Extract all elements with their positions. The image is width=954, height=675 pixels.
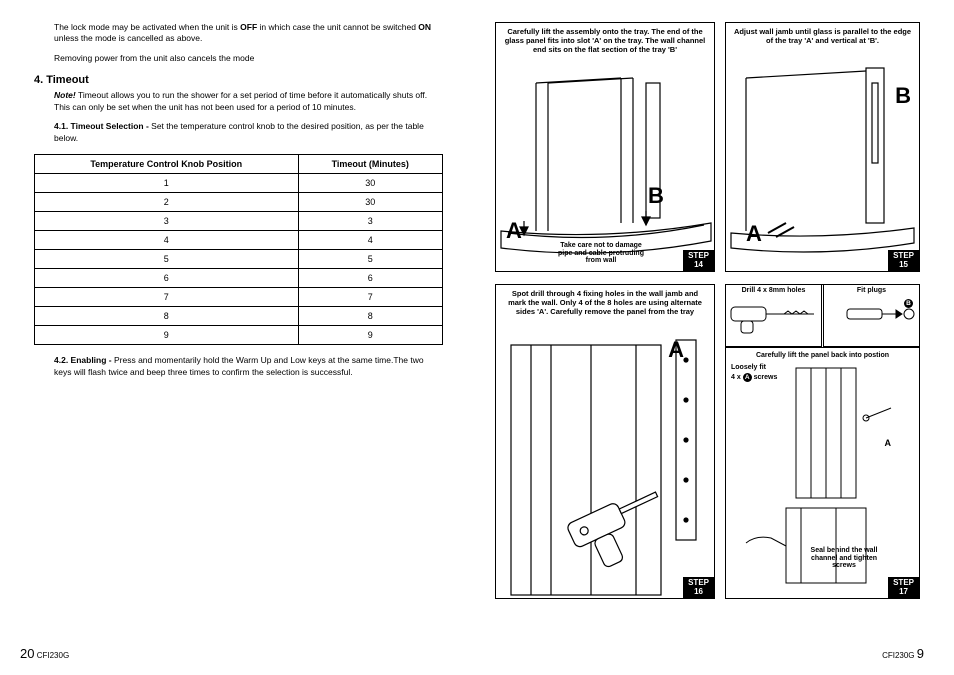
step-14-warn: Take care not to damage pipe and cable p… — [556, 242, 646, 265]
txt: in which case the unit cannot be switche… — [257, 22, 418, 32]
label-b: B — [895, 83, 911, 109]
lower-subpanel: Carefully lift the panel back into posti… — [726, 347, 919, 598]
sel-lead: 4.1. Timeout Selection - — [54, 121, 151, 131]
doc-code: CFI230G — [882, 651, 914, 660]
step-14-art — [496, 23, 715, 272]
th-knob: Temperature Control Knob Position — [35, 155, 299, 174]
table-row: 130 — [35, 174, 443, 193]
doc-code: CFI230G — [37, 651, 69, 660]
badge-num: 16 — [694, 587, 703, 596]
table-row: 99 — [35, 326, 443, 345]
table-row: 55 — [35, 250, 443, 269]
step-16-badge: STEP 16 — [683, 577, 714, 598]
on-word: ON — [418, 22, 431, 32]
drill-subpanel: Drill 4 x 8mm holes — [726, 285, 822, 347]
table-row: 77 — [35, 288, 443, 307]
timeout-heading: 4. Timeout — [34, 74, 443, 86]
step-16-art — [496, 285, 715, 599]
seal-note: Seal behind the wall channel and tighten… — [809, 547, 879, 570]
plugs-subpanel: Fit plugs B — [823, 285, 919, 347]
timeout-selection: 4.1. Timeout Selection - Set the tempera… — [34, 121, 443, 144]
table-cell: 3 — [35, 212, 299, 231]
drill-icon — [729, 295, 819, 335]
timeout-note: Note! Timeout allows you to run the show… — [34, 90, 443, 113]
lock-mode-para: The lock mode may be activated when the … — [34, 22, 443, 45]
table-cell: 3 — [298, 212, 442, 231]
step-17-badge: STEP 17 — [888, 577, 919, 598]
step-17-panel: Drill 4 x 8mm holes Fit plugs — [725, 284, 920, 599]
badge-num: 17 — [899, 587, 908, 596]
note-lead: Note! — [54, 90, 76, 100]
table-row: 33 — [35, 212, 443, 231]
table-row: 88 — [35, 307, 443, 326]
table-cell: 9 — [298, 326, 442, 345]
table-cell: 4 — [35, 231, 299, 250]
step-15-badge: STEP 15 — [888, 250, 919, 271]
page-number: 9 — [917, 646, 924, 661]
page-number: 20 — [20, 646, 34, 661]
label-a: A — [668, 337, 684, 363]
label-a: A — [746, 221, 762, 247]
plugs-label: Fit plugs — [827, 287, 916, 295]
step-14-caption: Carefully lift the assembly onto the tra… — [502, 27, 708, 54]
table-cell: 9 — [35, 326, 299, 345]
drill-label: Drill 4 x 8mm holes — [729, 287, 818, 295]
txt: unless the mode is cancelled as above. — [54, 33, 202, 43]
table-row: 44 — [35, 231, 443, 250]
table-cell: 5 — [35, 250, 299, 269]
table-cell: 4 — [298, 231, 442, 250]
enable-lead: 4.2. Enabling - — [54, 355, 114, 365]
table-cell: 30 — [298, 193, 442, 212]
timeout-table: Temperature Control Knob Position Timeou… — [34, 154, 443, 345]
th-timeout: Timeout (Minutes) — [298, 155, 442, 174]
circ-b: B — [904, 299, 913, 308]
remove-power-para: Removing power from the unit also cancel… — [34, 53, 443, 64]
table-cell: 2 — [35, 193, 299, 212]
table-cell: 8 — [298, 307, 442, 326]
step-15-panel: Adjust wall jamb until glass is parallel… — [725, 22, 920, 272]
footer-left: 20 CFI230G — [20, 646, 69, 661]
table-row: 66 — [35, 269, 443, 288]
steps-grid: Carefully lift the assembly onto the tra… — [495, 22, 922, 612]
txt: The lock mode may be activated when the … — [54, 22, 240, 32]
label-a: A — [506, 218, 522, 244]
badge-num: 15 — [899, 260, 908, 269]
step-14-panel: Carefully lift the assembly onto the tra… — [495, 22, 715, 272]
step-16-caption: Spot drill through 4 fixing holes in the… — [502, 289, 708, 316]
table-cell: 1 — [35, 174, 299, 193]
step-15-caption: Adjust wall jamb until glass is parallel… — [732, 27, 913, 45]
step-14-badge: STEP 14 — [683, 250, 714, 271]
enabling-para: 4.2. Enabling - Press and momentarily ho… — [34, 355, 443, 378]
off-word: OFF — [240, 22, 257, 32]
table-cell: 6 — [298, 269, 442, 288]
footer-right: CFI230G 9 — [882, 646, 924, 661]
table-cell: 30 — [298, 174, 442, 193]
badge-num: 14 — [694, 260, 703, 269]
note-body: Timeout allows you to run the shower for… — [54, 90, 427, 111]
table-cell: 7 — [298, 288, 442, 307]
step-16-panel: Spot drill through 4 fixing holes in the… — [495, 284, 715, 599]
right-page: Carefully lift the assembly onto the tra… — [477, 0, 954, 675]
left-page: The lock mode may be activated when the … — [0, 0, 477, 675]
table-cell: 6 — [35, 269, 299, 288]
table-cell: 8 — [35, 307, 299, 326]
table-row: 230 — [35, 193, 443, 212]
table-cell: 7 — [35, 288, 299, 307]
label-b: B — [648, 183, 664, 209]
table-cell: 5 — [298, 250, 442, 269]
